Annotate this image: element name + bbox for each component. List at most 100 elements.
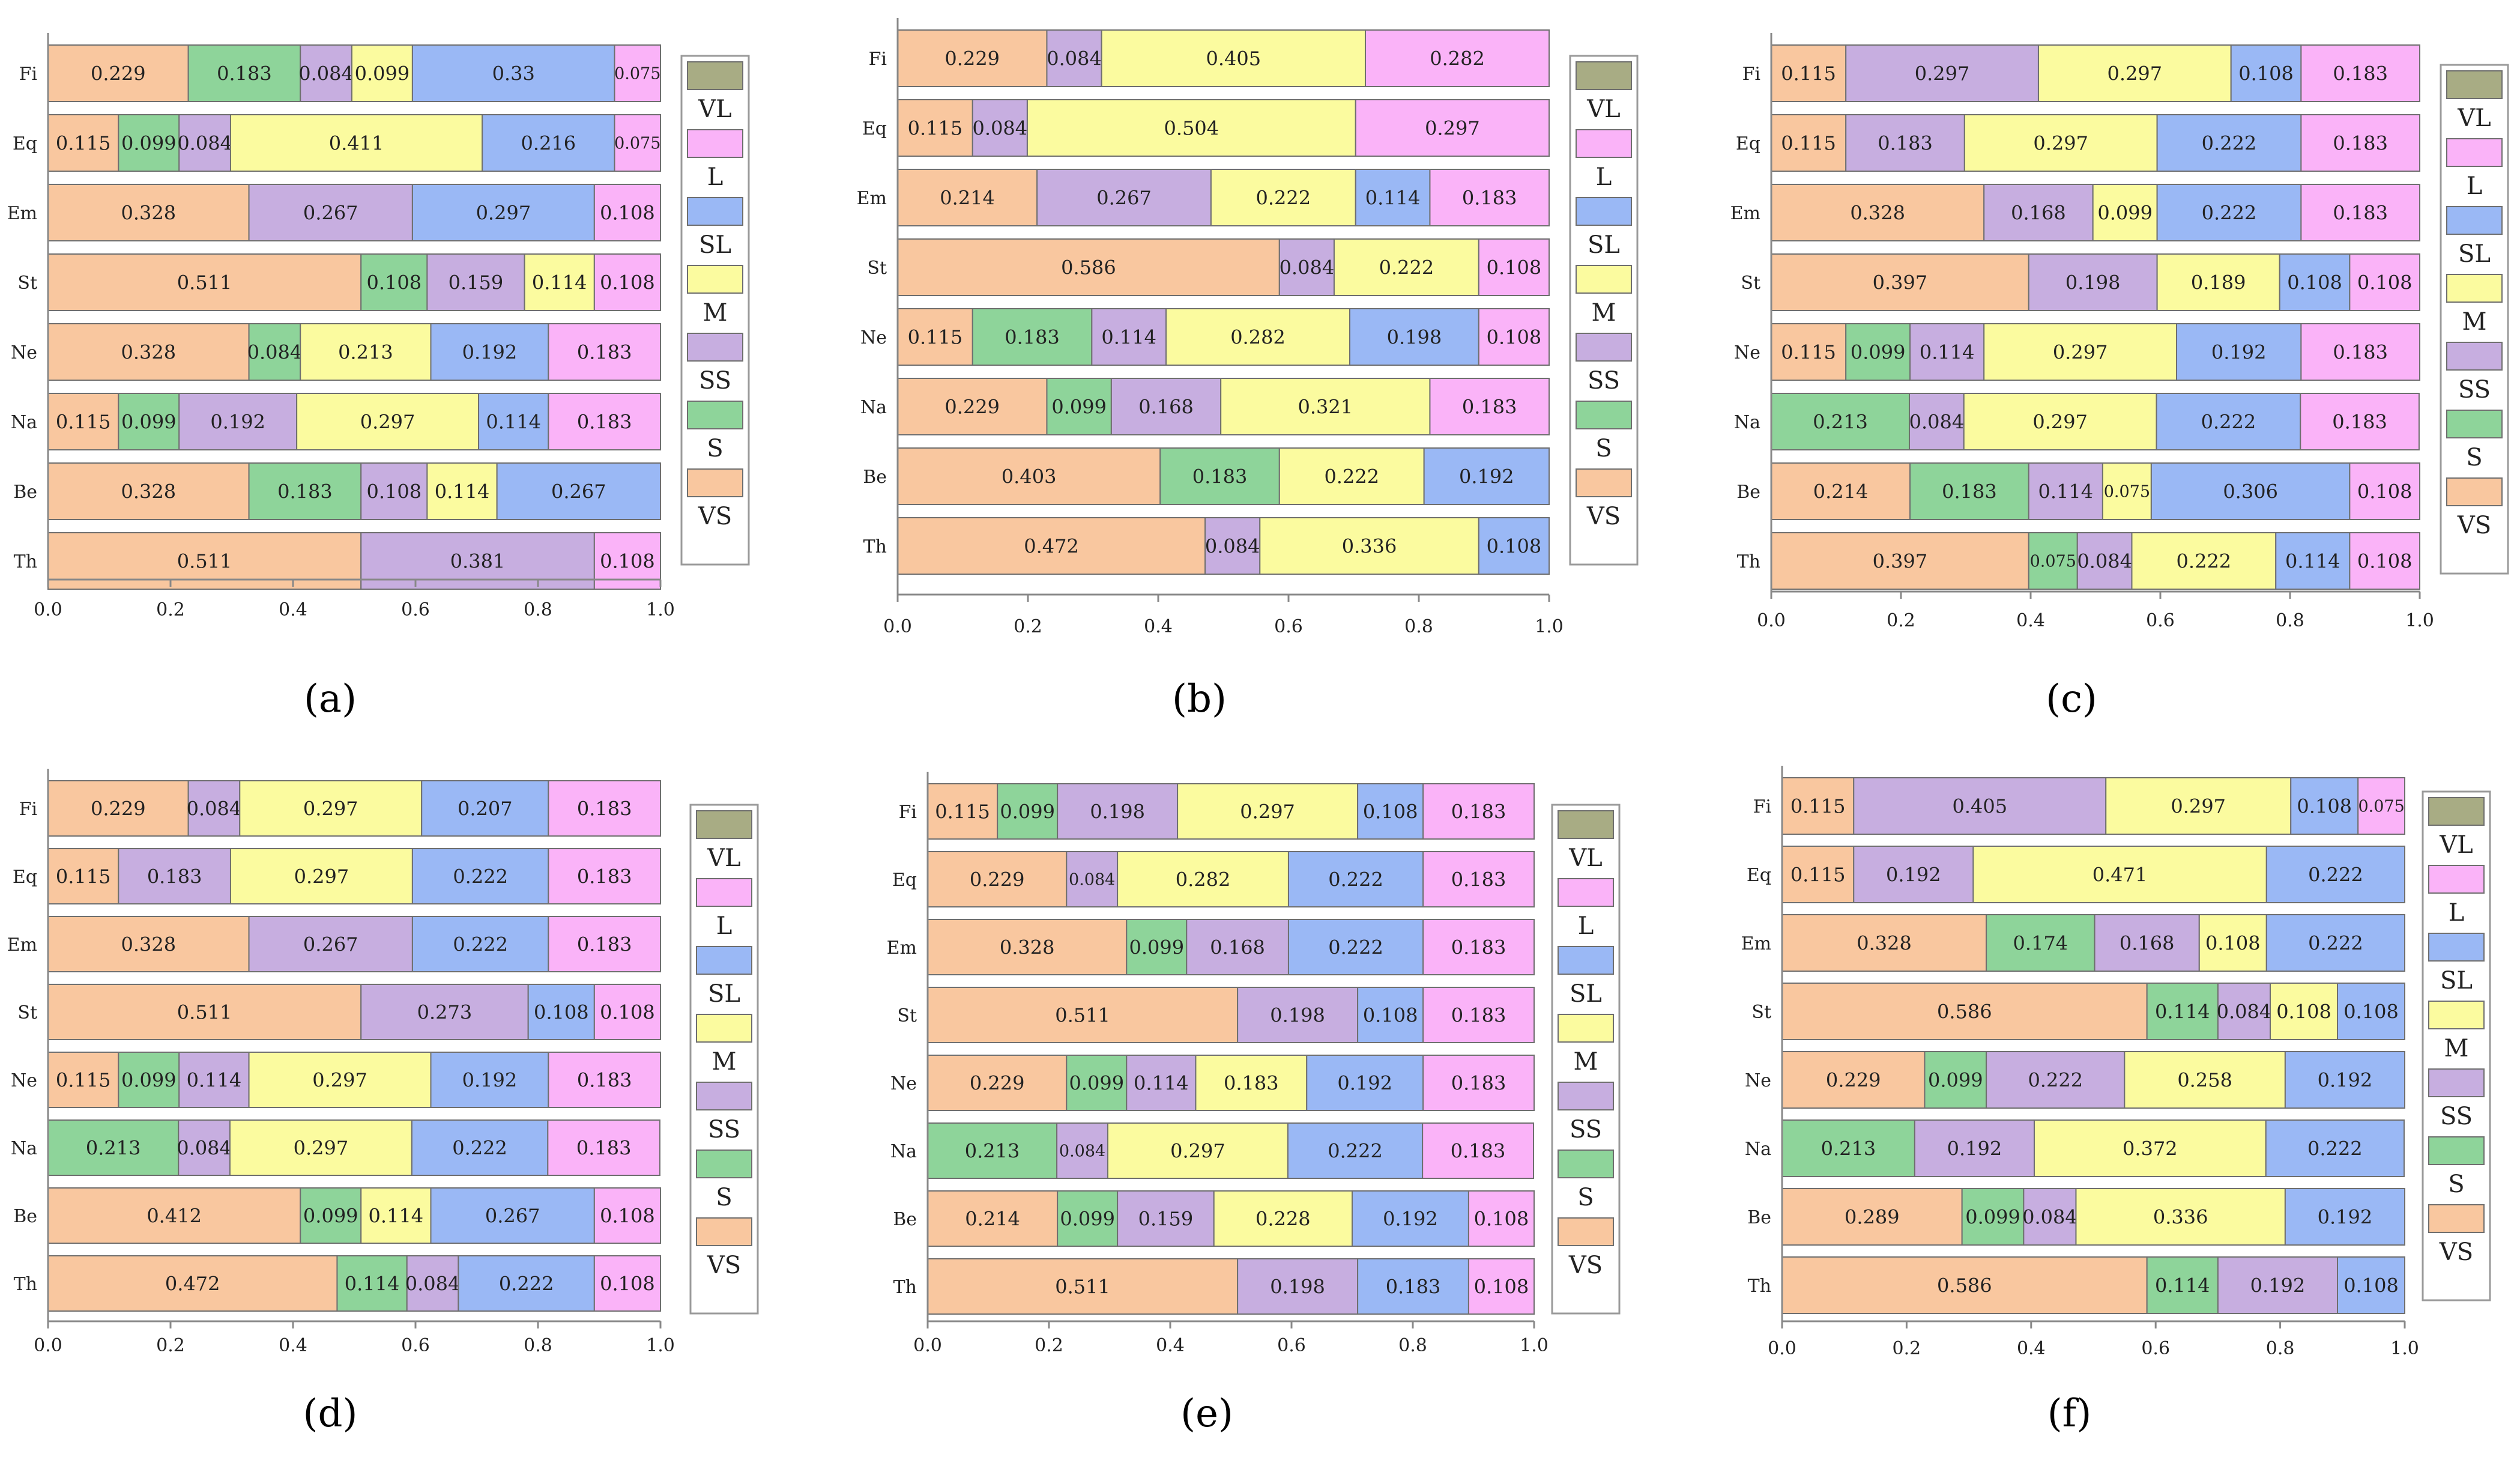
bar-segment-ne-ss <box>1909 323 1985 381</box>
category-label: Eq <box>1747 865 1771 886</box>
data-label: 0.084 <box>177 132 232 155</box>
data-label: 0.084 <box>1059 1142 1105 1161</box>
data-label: 0.222 <box>453 865 508 888</box>
data-label: 0.084 <box>2077 550 2132 573</box>
data-label: 0.222 <box>2307 1137 2363 1160</box>
legend-label-vl: VL <box>1568 844 1602 872</box>
data-label: 0.328 <box>1857 932 1912 955</box>
bar-segment-fi-vs <box>1781 777 1855 835</box>
bar-segment-eq-vs <box>47 114 119 172</box>
category-label: Th <box>1748 1276 1771 1297</box>
x-tick-label: 1.0 <box>646 599 675 620</box>
data-label: 0.183 <box>1451 1004 1506 1027</box>
data-label: 0.183 <box>2333 62 2388 85</box>
legend-label-l: L <box>2449 899 2465 927</box>
data-label: 0.108 <box>2343 1001 2399 1023</box>
bar-segment-fi-m <box>1177 783 1359 840</box>
data-label: 0.183 <box>217 62 272 85</box>
data-label: 0.114 <box>2155 1001 2210 1023</box>
data-label: 0.229 <box>91 62 146 85</box>
bar-segment-na-m <box>229 1119 412 1176</box>
bar-segment-ne-s <box>118 1052 180 1108</box>
bar-segment-be-vs <box>1771 462 1911 520</box>
data-label: 0.297 <box>2033 132 2088 155</box>
bar-segment-fi-vs <box>47 780 189 837</box>
legend-label-vl: VL <box>707 844 740 872</box>
bar-segment-eq-l <box>1355 99 1550 157</box>
category-label: Be <box>893 1209 917 1230</box>
data-label: 0.108 <box>600 271 655 294</box>
legend-label-ss: SS <box>2458 376 2491 404</box>
data-label: 0.267 <box>485 1205 540 1228</box>
bar-segment-be-sl <box>1423 447 1550 505</box>
bar-segment-em-sl <box>411 916 549 972</box>
legend-label-vs: VS <box>2457 512 2491 539</box>
bar-segment-st-s <box>2146 983 2219 1040</box>
legend-label-l: L <box>707 163 724 191</box>
data-label: 0.115 <box>1781 132 1836 155</box>
bar-segment-st-m <box>2156 253 2280 311</box>
bar-segment-fi-sl <box>1357 783 1424 840</box>
legend-swatch-s <box>1576 401 1632 429</box>
data-label: 0.115 <box>1781 341 1836 364</box>
legend-label-sl: SL <box>708 980 740 1008</box>
bar-segment-fi-sl <box>411 44 615 102</box>
bar-segment-ne-l <box>1422 1055 1535 1111</box>
data-label: 0.183 <box>277 480 333 503</box>
legend-swatch-sl <box>1576 197 1632 226</box>
bar-segment-na-s <box>118 393 180 450</box>
data-label: 0.306 <box>2223 480 2278 503</box>
bar-segment-th-ss <box>2076 532 2133 590</box>
bar-segment-em-vs <box>47 916 250 972</box>
data-label: 0.472 <box>1024 535 1079 558</box>
data-label: 0.267 <box>1096 187 1152 210</box>
bar-segment-em-vs <box>927 919 1128 975</box>
bar-segment-th-sl <box>458 1255 595 1312</box>
bar-segment-be-m <box>2075 1188 2286 1246</box>
bar-segment-ne-m <box>248 1052 432 1108</box>
data-label: 0.099 <box>355 62 410 85</box>
bar-segment-st-sl <box>2337 983 2405 1040</box>
data-label: 0.084 <box>247 341 303 364</box>
data-label: 0.108 <box>600 1001 655 1024</box>
data-label: 0.198 <box>1270 1004 1325 1027</box>
data-label: 0.099 <box>303 1205 358 1228</box>
legend-label-sl: SL <box>2440 967 2473 995</box>
category-label: Th <box>863 536 887 557</box>
data-label: 0.108 <box>2357 480 2413 503</box>
data-label: 0.084 <box>177 1137 232 1160</box>
category-label: Em <box>1730 203 1760 224</box>
data-label: 0.084 <box>2022 1206 2077 1229</box>
bar-segment-em-vs <box>47 184 250 241</box>
data-label: 0.114 <box>2038 480 2094 503</box>
x-tick-label: 0.2 <box>1035 1335 1063 1356</box>
data-label: 0.297 <box>294 865 349 888</box>
bar-segment-fi-m <box>1101 29 1367 87</box>
legend-label-m: M <box>1592 299 1616 327</box>
bar-segment-be-l <box>1467 1190 1535 1247</box>
category-label: Be <box>1736 482 1760 503</box>
bar-segment-be-s <box>1159 447 1280 505</box>
data-label: 0.297 <box>476 202 531 225</box>
data-label: 0.222 <box>1328 868 1383 891</box>
bar-segment-fi-l <box>614 44 661 102</box>
category-label: Th <box>893 1277 917 1298</box>
chart-panel-d: 0.229 0.084 0.297 0.207 0.183 Fi 0.115 0.183 0.2… <box>7 769 759 1436</box>
bar-segment-na-m <box>2033 1119 2267 1177</box>
data-label: 0.222 <box>499 1273 554 1295</box>
data-label: 0.075 <box>614 65 660 83</box>
x-tick-label: 0.8 <box>524 599 552 620</box>
bar-segment-st-ss <box>2028 253 2158 311</box>
category-label: Na <box>890 1141 917 1162</box>
x-tick-label: 0.8 <box>1404 616 1433 637</box>
data-label: 0.183 <box>577 341 632 364</box>
bar-segment-th-sl <box>2275 532 2351 590</box>
bar-segment-ne-l <box>2300 323 2421 381</box>
bar-segment-fi-sl <box>2290 777 2359 835</box>
data-label: 0.192 <box>1886 864 1941 886</box>
legend-label-s: S <box>716 1184 732 1211</box>
bar-segment-ne-s <box>1845 323 1911 381</box>
bar-segment-be-ss <box>2023 1188 2077 1246</box>
legend-swatch-vs <box>2446 477 2503 506</box>
